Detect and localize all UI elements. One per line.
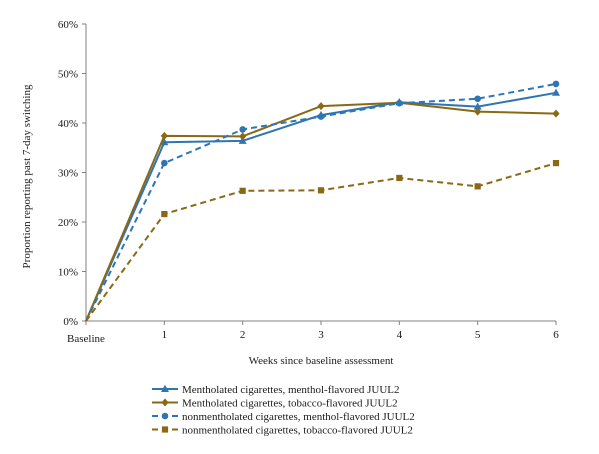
x-tick-label: 1 (162, 329, 168, 341)
y-tick-label: 40% (58, 118, 78, 130)
data-point (161, 159, 168, 167)
y-tick-label: 30% (58, 168, 78, 180)
legend: Mentholated cigarettes, menthol-flavored… (152, 384, 415, 437)
series-2 (85, 98, 560, 322)
series-4 (85, 159, 560, 322)
data-point (161, 210, 168, 218)
legend-item: Mentholated cigarettes, tobacco-flavored… (152, 398, 398, 410)
data-point (473, 102, 482, 110)
y-tick-label: 0% (63, 316, 78, 328)
data-point (474, 183, 481, 190)
y-axis-title: Proportion reporting past 7-day switchin… (21, 84, 33, 268)
data-point (396, 174, 403, 182)
series-1 (85, 88, 560, 322)
data-point (317, 113, 325, 120)
data-point (239, 187, 246, 194)
data-point (474, 95, 481, 103)
x-tick-label: 5 (475, 329, 481, 341)
series-line (85, 162, 557, 322)
data-point (552, 159, 560, 167)
legend-item: nonmentholated cigarettes, menthol-flavo… (152, 411, 415, 423)
legend-item: Mentholated cigarettes, menthol-flavored… (152, 384, 400, 396)
data-point (317, 102, 325, 111)
x-tick-label: Baseline (67, 333, 105, 345)
y-tick-label: 20% (58, 217, 78, 229)
y-tick-label: 60% (58, 19, 78, 31)
legend-label: nonmentholated cigarettes, tobacco-flavo… (182, 425, 413, 437)
data-point (239, 132, 247, 141)
series-line (85, 101, 557, 322)
data-point (239, 126, 246, 133)
legend-marker (161, 398, 169, 407)
data-point (552, 109, 560, 118)
series-line (85, 91, 557, 322)
data-point (317, 187, 325, 194)
series-lines (85, 80, 560, 322)
series-3 (85, 80, 560, 322)
x-tick-label: 3 (318, 329, 324, 341)
legend-marker (161, 426, 169, 433)
legend-marker (161, 412, 169, 420)
legend-item: nonmentholated cigarettes, tobacco-flavo… (152, 425, 413, 437)
data-point (474, 107, 482, 116)
legend-marker (161, 384, 169, 392)
data-point (160, 131, 168, 140)
x-tick-label: 6 (553, 329, 559, 341)
x-axis-title: Weeks since baseline assessment (249, 355, 394, 367)
y-axis: 0% 10% 20% 30% 40% 50% 60% (58, 19, 87, 328)
y-tick-label: 50% (58, 69, 78, 81)
data-point (552, 80, 560, 88)
x-tick-label: 2 (240, 329, 246, 341)
data-point (552, 88, 560, 96)
data-point (396, 99, 403, 107)
y-tick-label: 10% (58, 267, 78, 279)
legend-label: Mentholated cigarettes, tobacco-flavored… (182, 398, 398, 410)
legend-label: Mentholated cigarettes, menthol-flavored… (182, 384, 400, 396)
legend-label: nonmentholated cigarettes, menthol-flavo… (182, 411, 415, 423)
data-point (160, 138, 169, 146)
x-axis: Baseline 1 2 3 4 5 6 (67, 320, 559, 345)
x-tick-label: 4 (397, 329, 403, 341)
